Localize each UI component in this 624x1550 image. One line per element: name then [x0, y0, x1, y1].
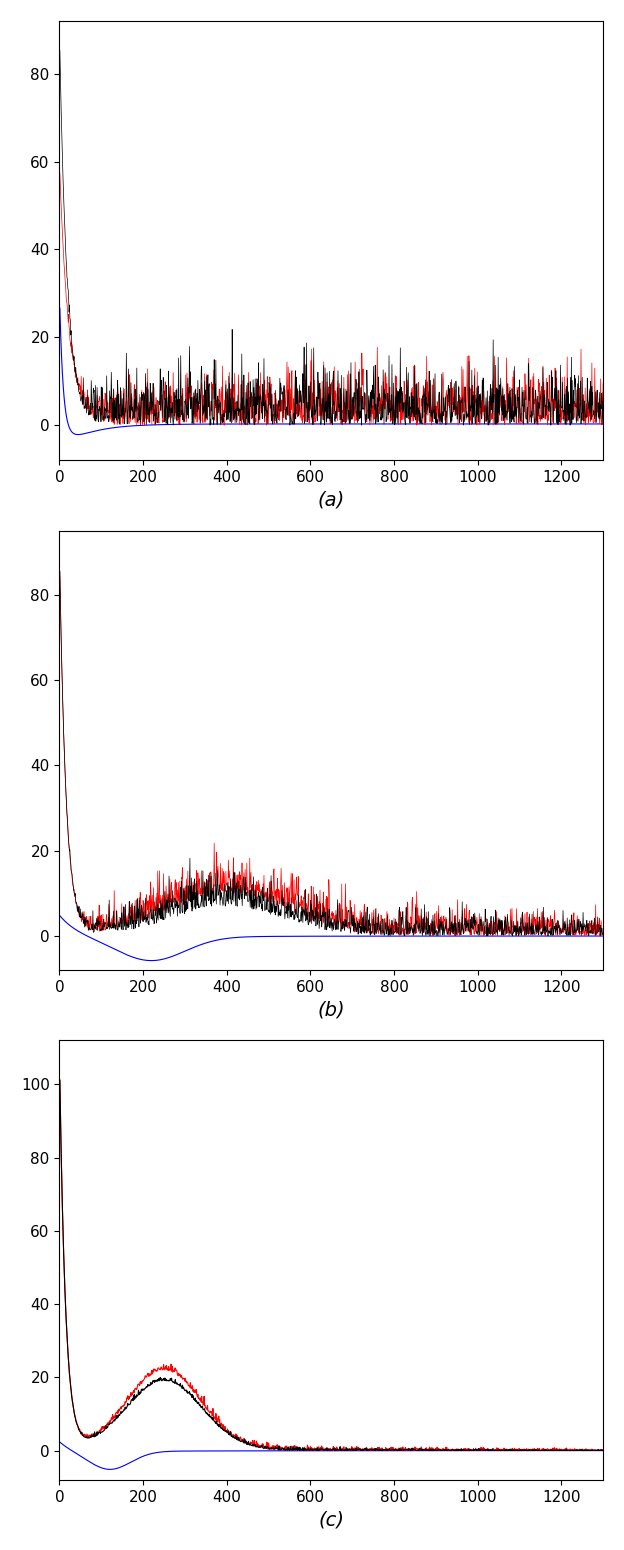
X-axis label: (a): (a) — [318, 491, 345, 510]
X-axis label: (b): (b) — [318, 1000, 345, 1020]
X-axis label: (c): (c) — [318, 1510, 344, 1530]
